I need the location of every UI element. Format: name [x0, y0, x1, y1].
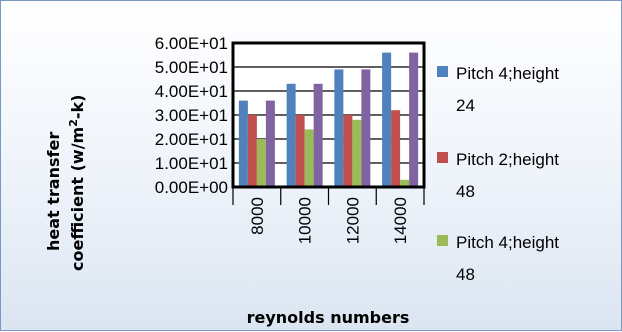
bar [256, 139, 266, 187]
legend: Pitch 4;height 24 Pitch 2;height 48 Pitc… [437, 64, 559, 284]
legend-swatch-2 [437, 152, 448, 163]
y-axis-title-sup: 2 [67, 119, 80, 127]
y-tick-label: 1.00E+01 [155, 154, 228, 173]
bar [238, 100, 248, 187]
bar [400, 179, 410, 187]
bar [391, 110, 401, 187]
bar [334, 69, 344, 187]
bars [231, 41, 426, 189]
x-tick-label: 10000 [296, 197, 315, 244]
x-tick-label: 8000 [248, 197, 267, 235]
y-axis-title-line2: coefficient (w/m [68, 127, 87, 271]
legend-label-3-line2: 48 [456, 265, 475, 284]
bar [343, 115, 353, 187]
bar [382, 52, 392, 187]
y-ticks: 0.00E+00 1.00E+01 2.00E+01 3.00E+01 4.00E+01… [155, 34, 228, 197]
legend-label-1-line1: Pitch 4;height [456, 64, 559, 83]
bar [409, 52, 419, 187]
y-tick-label: 2.00E+01 [155, 130, 228, 149]
legend-label-1-line2: 24 [456, 96, 475, 115]
y-axis-title: heat transfer [44, 132, 63, 251]
y-axis-title-line2-suffix: -k) [68, 95, 87, 120]
bar [265, 100, 275, 187]
y-tick-label: 5.00E+01 [155, 58, 228, 77]
x-ticks: 8000 10000 12000 14000 [232, 187, 425, 244]
y-axis-title-2: coefficient (w/m2-k) [67, 95, 87, 271]
x-axis-title: reynolds numbers [247, 308, 410, 327]
y-tick-label: 0.00E+00 [155, 178, 228, 197]
bar [247, 115, 257, 187]
bar [295, 115, 305, 187]
x-tick-label: 14000 [391, 197, 410, 244]
bar [361, 69, 371, 187]
y-axis-title-line1: heat transfer [44, 132, 63, 251]
y-tick-label: 3.00E+01 [155, 106, 228, 125]
bar [313, 83, 323, 187]
bar [304, 129, 314, 187]
legend-label-2-line2: 48 [456, 182, 475, 201]
x-tick-label: 12000 [343, 197, 362, 244]
legend-swatch-1 [437, 66, 448, 77]
bar [352, 119, 362, 187]
legend-swatch-3 [437, 235, 448, 246]
y-tick-label: 4.00E+01 [155, 82, 228, 101]
legend-label-3-line1: Pitch 4;height [456, 233, 559, 252]
y-tick-label: 6.00E+01 [155, 34, 228, 53]
bar [286, 83, 296, 187]
legend-label-2-line1: Pitch 2;height [456, 150, 559, 169]
